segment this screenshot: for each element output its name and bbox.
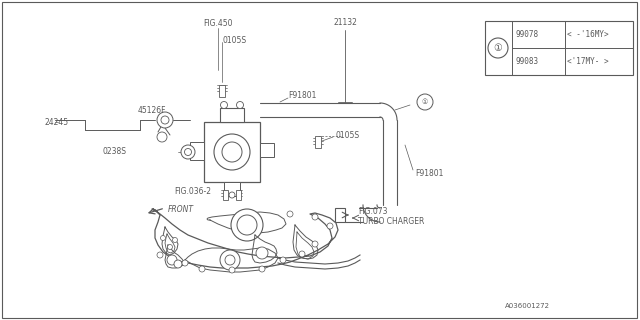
Text: TURBO CHARGER: TURBO CHARGER: [358, 218, 424, 227]
Circle shape: [488, 38, 508, 58]
Circle shape: [237, 101, 243, 108]
Text: F91801: F91801: [415, 169, 444, 178]
Circle shape: [231, 209, 263, 241]
Bar: [335, 208, 345, 222]
Circle shape: [221, 101, 227, 108]
Text: 0238S: 0238S: [102, 147, 126, 156]
Circle shape: [157, 252, 163, 258]
Circle shape: [167, 255, 177, 265]
Bar: [315, 136, 321, 148]
Bar: [223, 190, 227, 200]
Text: 24245: 24245: [44, 117, 68, 126]
Circle shape: [299, 251, 305, 257]
Circle shape: [256, 247, 268, 259]
Circle shape: [225, 255, 235, 265]
Text: 21132: 21132: [333, 18, 357, 27]
Circle shape: [182, 260, 188, 266]
Circle shape: [237, 215, 257, 235]
Circle shape: [229, 267, 235, 273]
Text: < -'16MY>: < -'16MY>: [567, 30, 609, 39]
Text: FIG.450: FIG.450: [204, 19, 233, 28]
Text: ①: ①: [493, 43, 502, 53]
Text: FIG.073: FIG.073: [358, 207, 387, 217]
Text: ①: ①: [422, 99, 428, 105]
Circle shape: [181, 145, 195, 159]
Bar: [236, 190, 241, 200]
Circle shape: [199, 266, 205, 272]
Bar: [220, 108, 244, 122]
Text: <'17MY- >: <'17MY- >: [567, 57, 609, 66]
Circle shape: [280, 257, 286, 263]
Circle shape: [229, 192, 235, 198]
Circle shape: [157, 112, 173, 128]
Circle shape: [214, 134, 250, 170]
Text: 0105S: 0105S: [222, 36, 246, 44]
Circle shape: [312, 241, 318, 247]
Circle shape: [259, 266, 265, 272]
Bar: [485, 21, 633, 75]
Circle shape: [287, 211, 293, 217]
Bar: [224, 182, 240, 196]
Circle shape: [173, 237, 177, 243]
Text: 45126F: 45126F: [138, 106, 166, 115]
Bar: [219, 85, 225, 97]
Bar: [260, 143, 274, 157]
Text: 99083: 99083: [516, 57, 539, 66]
Text: A036001272: A036001272: [505, 303, 550, 309]
Text: FIG.036-2: FIG.036-2: [174, 188, 211, 196]
Text: F91801: F91801: [288, 91, 316, 100]
Circle shape: [157, 132, 167, 142]
Circle shape: [174, 260, 182, 268]
Circle shape: [417, 94, 433, 110]
Circle shape: [220, 250, 240, 270]
Circle shape: [327, 223, 333, 229]
Text: 0105S: 0105S: [335, 131, 359, 140]
Text: 99078: 99078: [516, 30, 539, 39]
Bar: [204, 122, 260, 182]
Circle shape: [161, 236, 166, 241]
Circle shape: [222, 142, 242, 162]
Circle shape: [312, 214, 318, 220]
Circle shape: [161, 116, 169, 124]
Circle shape: [168, 244, 173, 250]
Text: FRONT: FRONT: [168, 205, 194, 214]
Circle shape: [184, 148, 191, 156]
Bar: [190, 142, 204, 160]
